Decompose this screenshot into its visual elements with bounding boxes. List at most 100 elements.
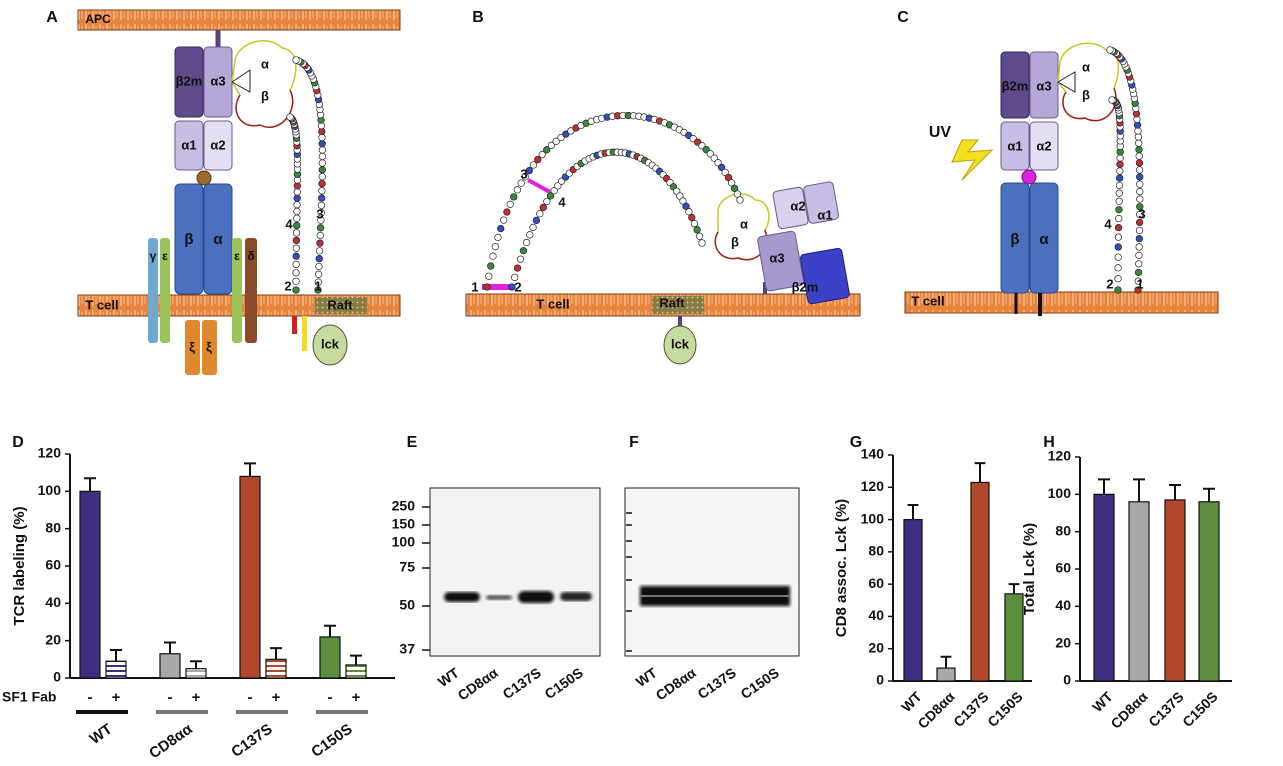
bead — [487, 262, 495, 270]
diagram-label: β — [1082, 87, 1090, 102]
bead — [718, 163, 726, 172]
bead — [293, 214, 301, 223]
diagram-label: 4 — [1104, 216, 1112, 231]
bead — [1116, 154, 1124, 162]
bead — [721, 168, 729, 177]
bead — [1134, 286, 1142, 294]
t-cell-membrane — [904, 291, 1219, 314]
bead — [543, 197, 551, 206]
y-tick-label: 120 — [38, 445, 62, 461]
x-tick-label: C150S — [308, 721, 355, 761]
bead — [1135, 139, 1143, 147]
bead — [547, 141, 556, 150]
lane-label: C150S — [542, 664, 586, 702]
x-tick-label: C137S — [228, 721, 275, 761]
diagram-label: APC — [85, 12, 111, 26]
marker-label: 100 — [392, 534, 416, 550]
x-tick-label: C150S — [984, 688, 1026, 730]
diagram-label: α — [1039, 231, 1049, 248]
a3-domain — [757, 230, 804, 292]
bar — [239, 475, 261, 679]
bead — [513, 186, 522, 194]
diagram-label: 3 — [1138, 206, 1145, 221]
bead — [292, 277, 300, 285]
y-tick-label: 40 — [1055, 597, 1071, 613]
bead — [688, 213, 696, 222]
tcr-beta — [174, 183, 204, 295]
band — [444, 592, 480, 602]
lck — [312, 324, 348, 366]
bead — [550, 186, 558, 195]
y-tick-label: 120 — [1048, 448, 1072, 464]
x-tick-label: C137S — [950, 688, 992, 730]
bar — [105, 660, 127, 679]
bead — [318, 166, 326, 174]
diagram-label: α — [1082, 59, 1090, 74]
tail — [292, 316, 297, 334]
zeta — [185, 320, 200, 375]
bead — [317, 209, 325, 217]
diagram-label: β2m — [792, 279, 819, 294]
bead — [733, 190, 742, 198]
link — [196, 170, 212, 186]
disulfide — [482, 284, 512, 290]
diagram-label: ξ — [189, 339, 195, 354]
diagram-label: β — [731, 234, 739, 249]
bead — [690, 219, 699, 228]
bead — [318, 133, 326, 142]
diagram-label: 2 — [514, 279, 521, 294]
bead — [1114, 224, 1123, 232]
bead — [534, 155, 542, 164]
bead — [1135, 159, 1144, 167]
panel-label: B — [472, 9, 484, 26]
tcr-alpha — [1029, 182, 1059, 294]
bar — [1128, 501, 1150, 682]
zeta — [202, 320, 217, 375]
bar — [1093, 493, 1115, 682]
blot-e — [429, 487, 601, 657]
x-tick-label: WT — [87, 721, 116, 748]
bead — [314, 270, 323, 278]
bead — [1114, 264, 1122, 272]
y-axis-label: Total Lck (%) — [1021, 523, 1038, 615]
bead — [517, 179, 525, 187]
lane-label: C137S — [500, 664, 544, 702]
diagram-label: 1 — [471, 279, 478, 294]
bead — [557, 133, 565, 142]
diagram-label: α — [261, 56, 269, 71]
bead — [485, 272, 493, 280]
bead — [1135, 166, 1144, 174]
bar — [185, 668, 207, 679]
marker-label: 75 — [399, 559, 415, 575]
crosslink — [1021, 169, 1037, 185]
a1-domain — [1000, 121, 1030, 171]
panel-label: H — [1043, 434, 1055, 451]
bead — [314, 286, 322, 294]
b2m-domain — [1000, 51, 1030, 119]
y-tick-label: 60 — [868, 575, 884, 591]
cd3-epsilon — [232, 238, 242, 343]
bead — [286, 113, 294, 121]
series-label: + — [272, 689, 281, 706]
panel-label: G — [850, 434, 862, 451]
bead — [1106, 46, 1114, 54]
panel-b — [465, 178, 861, 365]
bead — [318, 187, 326, 195]
bead — [491, 242, 500, 251]
y-tick-label: 20 — [868, 639, 884, 655]
y-axis-label: CD8 assoc. Lck (%) — [833, 499, 850, 637]
bead — [526, 231, 534, 239]
bead — [1135, 234, 1143, 243]
diagram-label: α2 — [790, 198, 805, 213]
bead — [318, 146, 326, 154]
series-label: + — [112, 689, 121, 706]
diagram-label: α3 — [1036, 78, 1051, 93]
panel-label: A — [46, 9, 58, 26]
x-tick-label: WT — [898, 688, 925, 715]
y-axis-label: TCR labeling (%) — [11, 506, 28, 625]
series-label: - — [168, 689, 173, 706]
error-bar — [1098, 478, 1110, 495]
bead — [1135, 243, 1143, 251]
a2-domain — [1029, 121, 1059, 171]
bead — [727, 179, 736, 187]
